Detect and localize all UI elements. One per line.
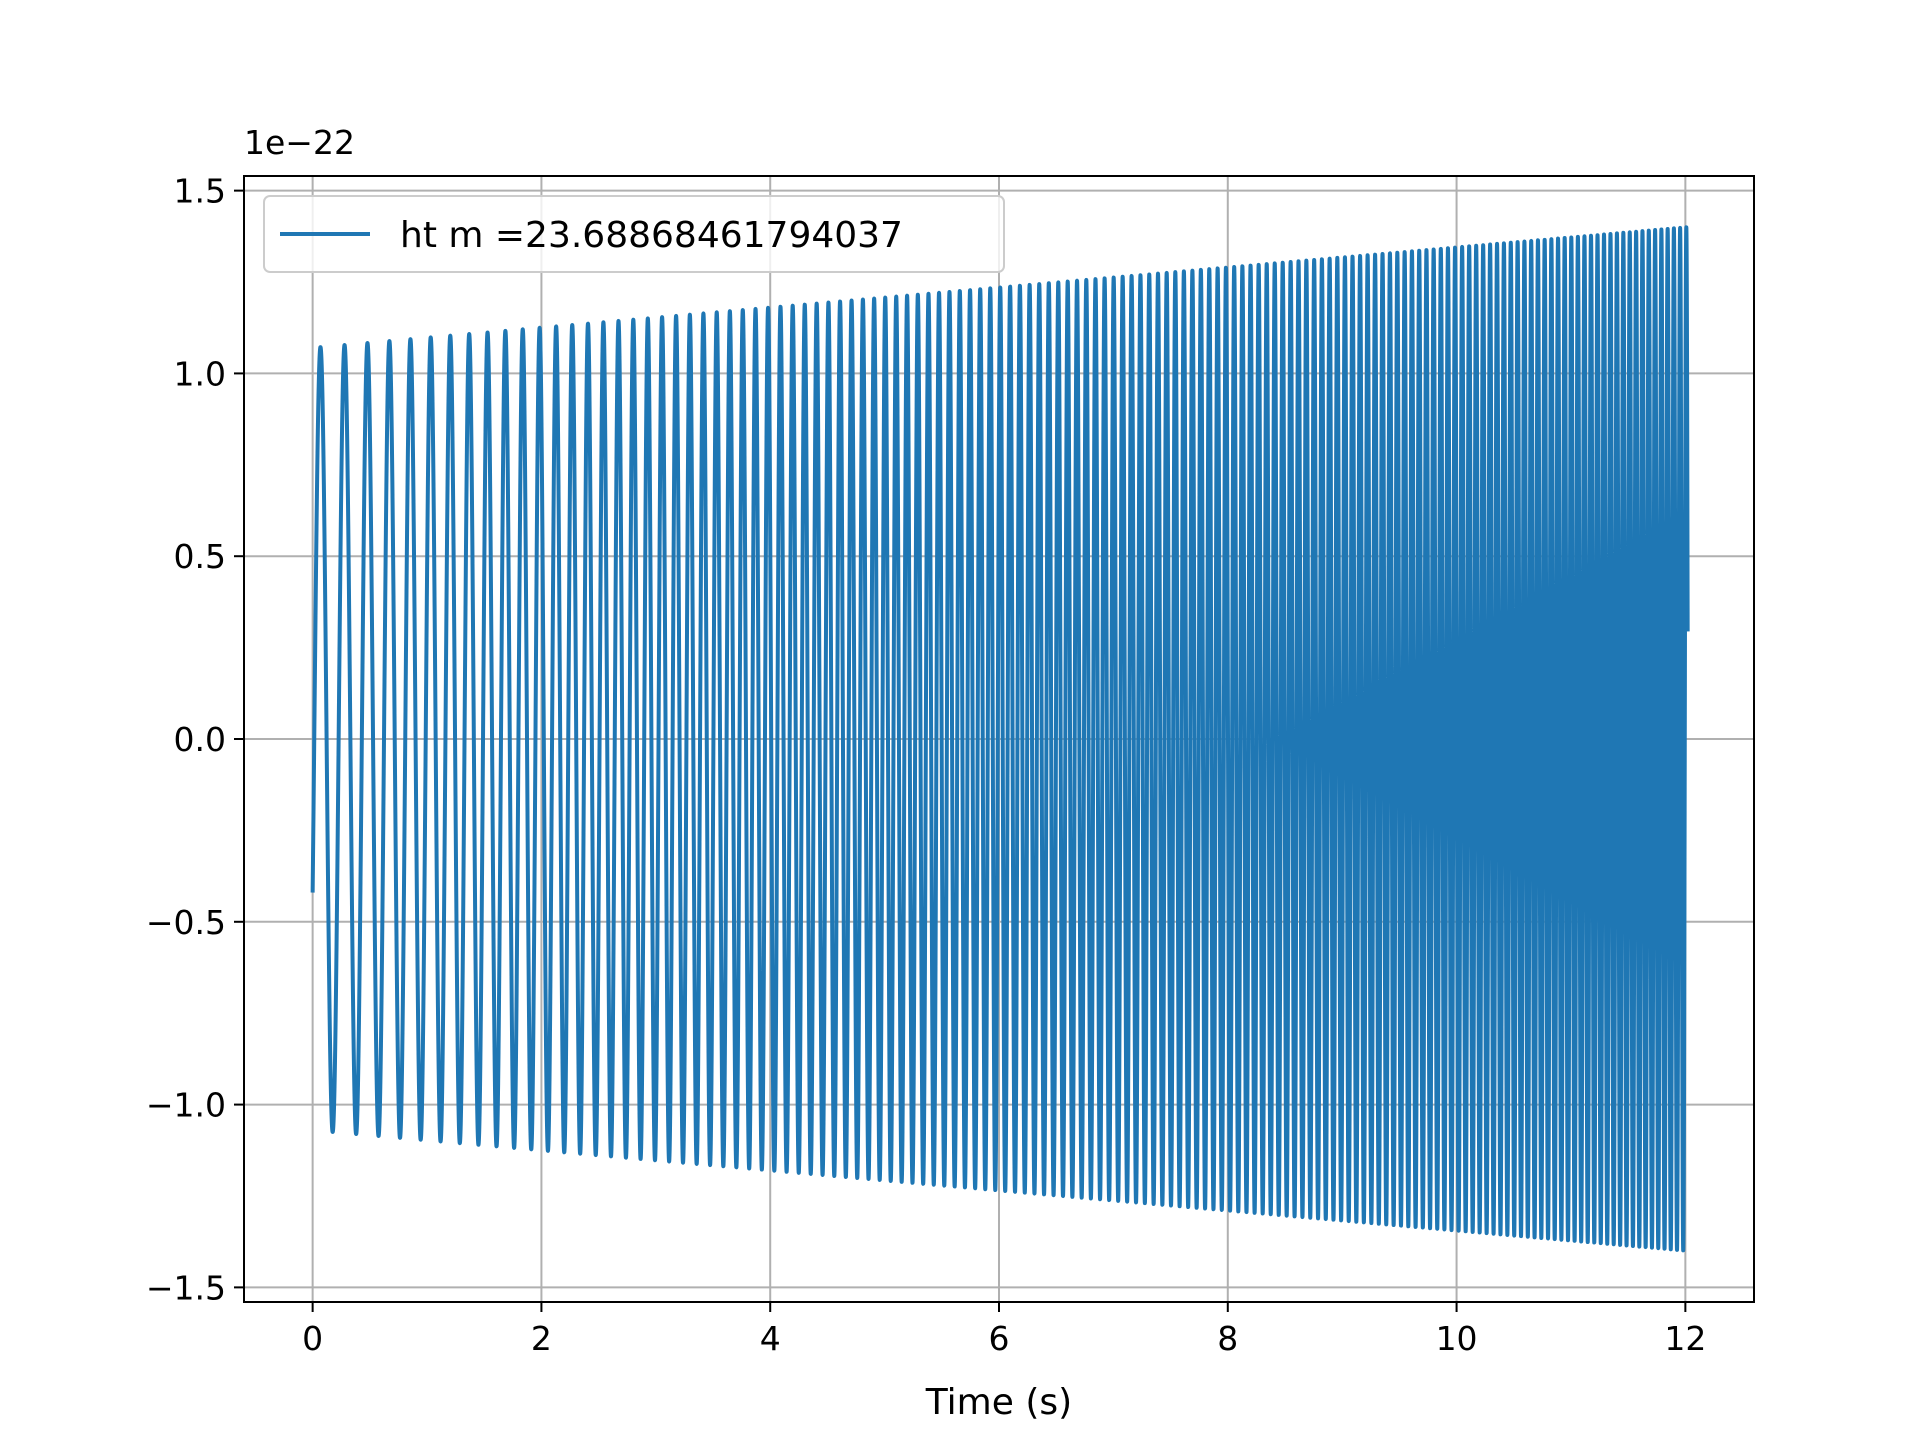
x-tick-label: 10 bbox=[1436, 1319, 1478, 1358]
ticks: 0 2 4 6 8 10 12 −1.5 −1.0 −0.5 0.0 0.5 1.0 1.5 bbox=[146, 172, 1707, 1358]
x-tick-label: 2 bbox=[531, 1319, 552, 1358]
y-tick-label: 0.5 bbox=[174, 537, 226, 576]
series-line bbox=[310, 225, 1690, 1253]
x-tick-label: 8 bbox=[1217, 1319, 1238, 1358]
series-layer bbox=[310, 225, 1690, 1253]
y-offset-text: 1e−22 bbox=[244, 123, 355, 162]
legend-box bbox=[263, 195, 1005, 273]
legend-label: ht m =23.68868461794037 bbox=[400, 215, 903, 256]
y-tick-label: −1.5 bbox=[146, 1268, 226, 1307]
x-tick-label: 12 bbox=[1664, 1319, 1706, 1358]
x-tick-label: 0 bbox=[302, 1319, 323, 1358]
legend: ht m =23.68868461794037 bbox=[263, 195, 1005, 273]
x-tick-label: 4 bbox=[760, 1319, 781, 1358]
y-tick-label: 0.0 bbox=[174, 720, 226, 759]
y-tick-label: 1.5 bbox=[174, 172, 226, 211]
y-tick-label: 1.0 bbox=[174, 354, 226, 393]
x-axis-label: Time (s) bbox=[925, 1382, 1072, 1423]
x-tick-label: 6 bbox=[989, 1319, 1010, 1358]
y-tick-label: −0.5 bbox=[146, 903, 226, 942]
y-tick-label: −1.0 bbox=[146, 1086, 226, 1125]
